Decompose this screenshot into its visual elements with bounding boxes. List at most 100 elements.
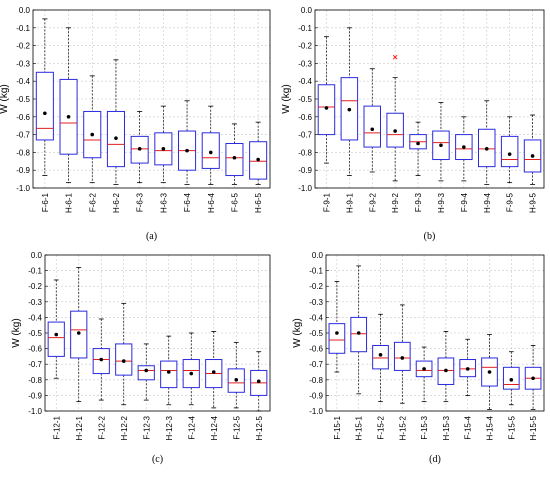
y-tick-label: -0.7 bbox=[28, 360, 42, 369]
mean-marker bbox=[378, 353, 383, 357]
box-F-9-3 bbox=[409, 121, 427, 176]
iqr-box bbox=[35, 71, 54, 141]
mean-marker bbox=[324, 106, 329, 110]
box-F-12-5 bbox=[227, 341, 245, 409]
mean-marker bbox=[531, 376, 535, 381]
x-tick-label: H-6-1 bbox=[65, 192, 74, 213]
mean-marker bbox=[121, 359, 126, 363]
y-tick-label: -0.3 bbox=[309, 298, 323, 307]
box-F-15-5 bbox=[502, 351, 520, 406]
x-tick-label: H-6-5 bbox=[254, 192, 263, 213]
box-F-15-1 bbox=[328, 281, 346, 373]
box-H-6-4 bbox=[201, 105, 220, 185]
iqr-box bbox=[372, 344, 389, 370]
y-tick-label: -0.5 bbox=[28, 329, 42, 338]
y-tick-label: -0.9 bbox=[309, 391, 323, 400]
y-tick-label: -0.9 bbox=[16, 166, 30, 175]
y-tick-label: -0.3 bbox=[298, 59, 312, 68]
box-F-12-2 bbox=[92, 318, 110, 401]
x-tick-label: H-15-3 bbox=[442, 415, 451, 440]
y-tick-label: 0.0 bbox=[312, 251, 324, 260]
box-F-6-2 bbox=[83, 75, 102, 184]
x-tick-label: H-12-5 bbox=[255, 415, 264, 440]
mean-marker bbox=[507, 152, 512, 156]
y-tick-label: -0.3 bbox=[16, 59, 30, 68]
y-tick-label: -1.0 bbox=[28, 407, 42, 416]
box-F-6-3 bbox=[130, 111, 149, 184]
y-axis-label: W (kg) bbox=[11, 318, 22, 347]
mean-marker bbox=[43, 111, 47, 116]
y-tick-label: -0.1 bbox=[309, 267, 323, 276]
x-tick-label: H-9-2 bbox=[391, 192, 400, 213]
plot-frame bbox=[325, 254, 545, 412]
chart-panel-2: 0.0 -0.1 -0.2 -0.3 -0.4 -0.5 -0.6 -0.7 -0.8 -0.9 -… bbox=[281, 6, 545, 242]
x-tick-label: H-6-3 bbox=[159, 192, 168, 213]
x-tick-label: F-12-2 bbox=[97, 415, 106, 439]
mean-marker bbox=[234, 378, 239, 382]
y-tick-label: -0.4 bbox=[309, 313, 323, 322]
x-tick-label: F-15-3 bbox=[420, 415, 429, 439]
iqr-box bbox=[137, 365, 155, 381]
y-tick-label: -0.2 bbox=[28, 282, 42, 291]
mean-marker bbox=[439, 143, 443, 148]
box-F-9-2 bbox=[363, 68, 381, 173]
mean-marker bbox=[76, 331, 81, 335]
box-H-12-3 bbox=[160, 335, 178, 406]
plot-frame bbox=[32, 9, 271, 189]
chart-panel-4: 0.0 -0.1 -0.2 -0.3 -0.4 -0.5 -0.6 -0.7 -0.8 -0.9 -… bbox=[292, 251, 545, 465]
mean-marker bbox=[66, 115, 71, 119]
box-F-15-2 bbox=[372, 313, 389, 403]
mean-marker bbox=[185, 148, 189, 153]
y-tick-label: -0.8 bbox=[16, 148, 30, 157]
y-tick-label: -0.4 bbox=[28, 313, 42, 322]
x-tick-label: H-9-5 bbox=[529, 192, 538, 213]
box-F-15-4 bbox=[459, 338, 477, 396]
iqr-box bbox=[500, 135, 519, 168]
y-tick-label: -0.7 bbox=[16, 131, 30, 140]
mean-marker bbox=[137, 147, 142, 151]
mean-marker bbox=[256, 157, 260, 162]
y-tick-label: -0.4 bbox=[298, 77, 312, 86]
box-F-6-1 bbox=[35, 18, 54, 176]
mean-marker bbox=[256, 379, 261, 384]
x-tick-label: F-15-2 bbox=[377, 415, 386, 439]
panel-label: (c) bbox=[152, 454, 163, 465]
mean-marker bbox=[347, 107, 352, 112]
panel-label: (d) bbox=[429, 454, 441, 465]
box-F-6-5 bbox=[225, 123, 244, 185]
box-H-9-3 bbox=[432, 102, 450, 182]
chart-panel-3: 0.0 -0.1 -0.2 -0.3 -0.4 -0.5 -0.6 -0.7 -0.8 -0.9 -… bbox=[11, 251, 271, 465]
x-tick-label: F-15-4 bbox=[464, 415, 473, 439]
box-F-12-3 bbox=[137, 343, 155, 401]
mean-marker bbox=[400, 356, 405, 360]
box-F-12-4 bbox=[182, 332, 200, 406]
plot-frame bbox=[44, 254, 271, 412]
y-tick-label: 0.0 bbox=[19, 6, 31, 15]
y-tick-label: -0.1 bbox=[298, 24, 312, 33]
x-tick-label: H-12-4 bbox=[210, 415, 219, 440]
box-H-9-5 bbox=[523, 114, 542, 185]
x-tick-label: H-12-2 bbox=[120, 415, 129, 440]
y-tick-label: -1.0 bbox=[309, 407, 323, 416]
mean-marker bbox=[335, 331, 339, 335]
box-H-15-1 bbox=[350, 265, 368, 395]
y-tick-label: 0.0 bbox=[301, 6, 313, 15]
y-tick-label: -0.8 bbox=[28, 376, 42, 385]
box-H-6-2 bbox=[106, 59, 125, 185]
x-tick-label: F-9-1 bbox=[322, 192, 331, 212]
y-tick-label: -0.4 bbox=[16, 77, 30, 86]
x-tick-label: H-6-2 bbox=[112, 192, 121, 213]
y-tick-label: -0.5 bbox=[16, 95, 30, 104]
x-tick-label: F-6-3 bbox=[136, 192, 145, 212]
x-tick-label: H-15-5 bbox=[529, 415, 538, 440]
y-tick-label: -0.5 bbox=[309, 329, 323, 338]
y-tick-label: -0.1 bbox=[16, 24, 30, 33]
box-H-12-5 bbox=[250, 351, 268, 412]
y-tick-label: -0.2 bbox=[298, 42, 312, 51]
x-tick-label: H-12-1 bbox=[75, 415, 84, 440]
x-tick-label: F-12-5 bbox=[232, 415, 241, 439]
plot-frame bbox=[314, 9, 545, 189]
mean-marker bbox=[484, 147, 489, 151]
box-H-6-3 bbox=[154, 105, 173, 184]
y-tick-label: -0.6 bbox=[28, 345, 42, 354]
